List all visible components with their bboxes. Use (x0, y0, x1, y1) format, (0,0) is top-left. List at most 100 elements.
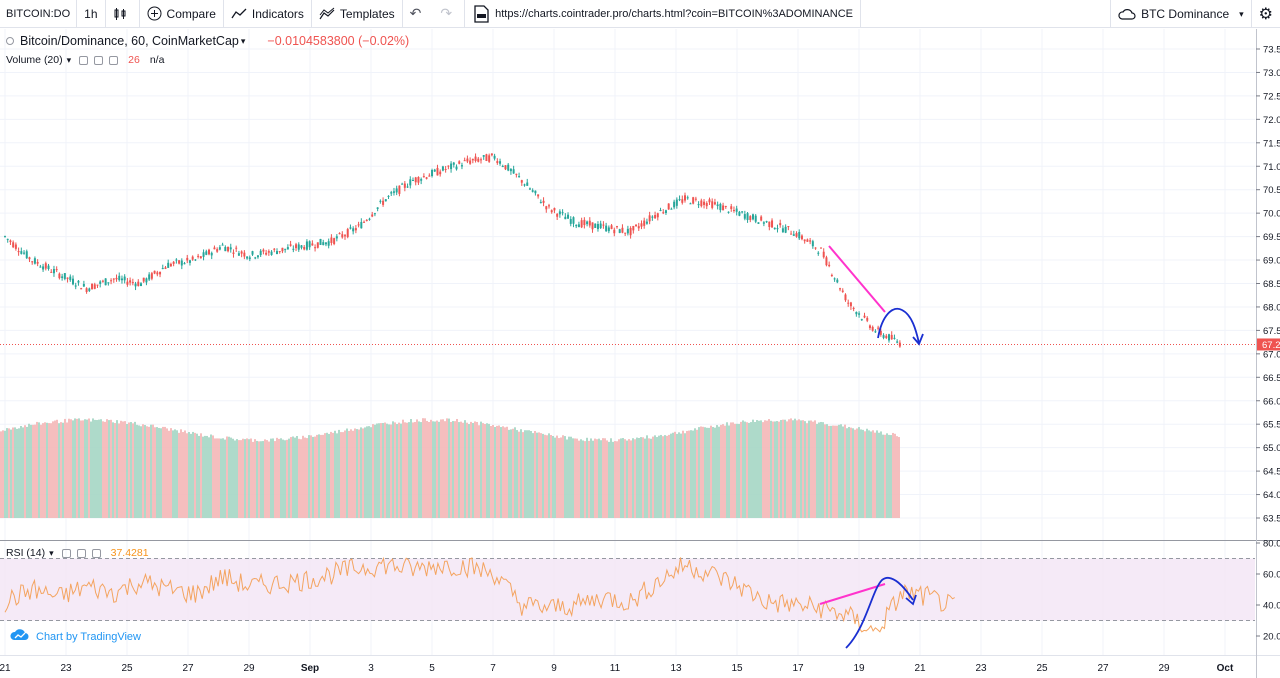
volume-bar (148, 426, 150, 518)
time-tick-label: 13 (670, 663, 682, 674)
price-axis[interactable]: 73.5 73.0 72.5 72.0 71.5 71.0 70.5 70.0 69.5 69.0… (1256, 45, 1280, 525)
volume-bar (258, 441, 260, 518)
chevron-down-icon[interactable]: ▾ (49, 547, 54, 558)
chevron-down-icon[interactable]: ▾ (240, 35, 246, 46)
volume-bar (48, 423, 50, 518)
volume-bar (818, 422, 820, 518)
volume-bar (336, 433, 338, 518)
volume-bar (450, 422, 452, 518)
volume-bar (62, 422, 64, 518)
candle-body (216, 249, 219, 252)
volume-bar (594, 438, 596, 518)
templates-button[interactable]: Templates (312, 0, 403, 28)
volume-bar (778, 421, 780, 518)
volume-bar (592, 440, 594, 518)
volume-bar (826, 424, 828, 518)
chart-style-button[interactable] (106, 0, 140, 28)
symbol-search[interactable]: BITCOIN:DO (0, 0, 78, 28)
candle-body (292, 248, 295, 250)
candle-body (99, 281, 102, 284)
candle-body (134, 283, 137, 287)
volume-bar (546, 435, 548, 518)
candle-body (12, 242, 15, 248)
volume-bar (36, 421, 38, 518)
candle-body (232, 252, 235, 254)
volume-bar (142, 424, 144, 518)
candle-body (333, 238, 336, 244)
volume-bar (898, 437, 900, 518)
volume-bar (616, 441, 618, 518)
volume-bar (214, 438, 216, 518)
candle-body (311, 243, 314, 246)
volume-bar (712, 426, 714, 518)
volume-bar (64, 418, 66, 518)
time-tick-label: 23 (60, 663, 72, 674)
volume-bar (476, 421, 478, 518)
candle-body (713, 202, 716, 205)
price-tick-label: 66.5 (1263, 373, 1280, 384)
series-title[interactable]: Bitcoin/Dominance, 60, CoinMarketCap (20, 34, 239, 48)
candle-body (496, 161, 499, 164)
redo-button[interactable]: ↷ (433, 0, 466, 28)
rsi-axis[interactable]: 80.0 60.0 40.0 20.0 (1256, 539, 1280, 643)
eye-icon[interactable] (79, 55, 89, 65)
settings-button[interactable]: ⚙ (1250, 0, 1280, 28)
candle-body (61, 276, 64, 278)
candle-body (276, 251, 278, 255)
volume-bar (98, 419, 100, 518)
volume-bar (168, 430, 170, 518)
settings-icon[interactable] (94, 55, 104, 65)
drawings[interactable] (819, 245, 924, 649)
undo-button[interactable]: ↶ (403, 0, 434, 28)
interval-selector[interactable]: 1h (77, 0, 106, 28)
volume-bar (44, 422, 46, 518)
close-icon[interactable] (91, 548, 101, 558)
volume-bar (452, 421, 454, 518)
candle-body (664, 210, 667, 213)
volume-bar (102, 421, 104, 518)
close-icon[interactable] (109, 55, 119, 65)
rsi-title[interactable]: RSI (14) (6, 547, 46, 559)
candle-body (741, 211, 744, 213)
url-link[interactable]: https://charts.cointrader.pro/charts.htm… (465, 0, 862, 28)
volume-bar (268, 441, 270, 518)
eye-icon[interactable] (61, 548, 71, 558)
volume-bar (22, 427, 24, 518)
volume-bar (10, 429, 12, 518)
time-tick-label: 29 (1158, 663, 1170, 674)
candle-body (542, 200, 545, 203)
volume-bar (652, 436, 654, 518)
volume-bar (620, 438, 622, 518)
volume-bar (4, 430, 6, 518)
volume-bar (254, 439, 256, 518)
volume-title[interactable]: Volume (20) (6, 54, 63, 66)
candle-body (52, 269, 55, 274)
compare-button[interactable]: Compare (140, 0, 224, 28)
main-legend: Bitcoin/Dominance, 60, CoinMarketCap ▾ −… (6, 34, 409, 48)
price-tick-label: 69.5 (1263, 232, 1280, 243)
candle-body (202, 252, 205, 257)
settings-icon[interactable] (76, 548, 86, 558)
volume-bar (90, 421, 92, 518)
chevron-down-icon[interactable]: ▾ (66, 54, 72, 65)
volume-bar (686, 430, 688, 518)
indicators-button[interactable]: Indicators (224, 0, 312, 28)
time-axis[interactable]: 21 23 25 27 29 Sep 3 5 7 9 11 13 15 17 19 21 23 25 27 29 Oct (0, 663, 1234, 674)
indicators-icon (231, 7, 247, 21)
volume-bar (384, 422, 386, 518)
collapse-icon[interactable] (6, 37, 14, 45)
candle-body (69, 276, 72, 281)
candle-body (237, 253, 240, 256)
volume-bar (210, 434, 212, 518)
volume-bar (356, 429, 358, 518)
tradingview-brand[interactable]: Chart by TradingView (10, 628, 141, 645)
candle-body (93, 284, 96, 289)
volume-bar (414, 422, 416, 518)
volume-bar (560, 437, 562, 518)
candle-body (335, 236, 338, 239)
volume-bar (46, 422, 48, 518)
volume-bar (324, 433, 326, 518)
layout-selector[interactable]: BTC Dominance ▾ (1110, 0, 1251, 28)
volume-bar (588, 440, 590, 518)
